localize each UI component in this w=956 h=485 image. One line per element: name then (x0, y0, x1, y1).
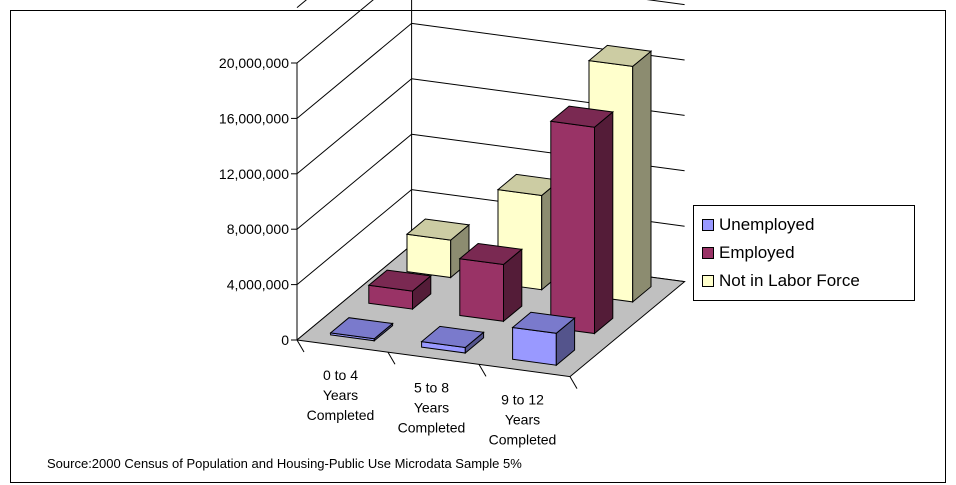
bar-side (594, 110, 614, 335)
bar-top (420, 325, 485, 349)
x-tick-mark (387, 351, 396, 365)
x-tick-label: 9 to 12 (501, 392, 544, 408)
x-tick-label: Years (505, 412, 540, 428)
x-tick-label: Years (323, 387, 358, 403)
grid-line (646, 0, 685, 6)
bar-top (458, 242, 523, 266)
y-tick-label: 4,000,000 (227, 277, 289, 293)
x-tick-mark (296, 339, 305, 353)
x-tick-mark (569, 376, 578, 389)
legend-item: Unemployed (702, 211, 914, 239)
x-tick-label: Completed (398, 419, 466, 435)
bar-front (459, 258, 504, 322)
bar-front (512, 326, 557, 366)
grid-line-side (296, 78, 412, 175)
bar-top (587, 44, 653, 67)
bar-top (367, 269, 432, 292)
x-tick-label: 5 to 8 (414, 379, 449, 395)
y-tick-label: 8,000,000 (227, 221, 289, 237)
bar-top (549, 105, 614, 128)
bar-front (406, 233, 452, 279)
legend-label: Employed (719, 243, 795, 262)
legend-label: Unemployed (719, 215, 815, 234)
bar-side (632, 50, 652, 303)
legend-item: Not in Labor Force (702, 267, 914, 295)
y-tick-label: 16,000,000 (219, 110, 289, 126)
x-tick-label: Years (414, 399, 449, 415)
chart-legend: Unemployed Employed Not in Labor Force (693, 205, 915, 301)
grid-line-side (296, 0, 307, 8)
y-tick-label: 0 (281, 332, 289, 348)
bar-top (405, 218, 471, 241)
grid-line-side (296, 0, 374, 64)
bar-top (329, 317, 394, 340)
x-tick-label: 0 to 4 (323, 367, 358, 383)
x-tick-label: Completed (489, 432, 557, 448)
legend-item: Employed (702, 239, 914, 267)
x-tick-label: Completed (307, 407, 375, 423)
bar-top (511, 311, 576, 334)
legend-swatch (702, 219, 714, 231)
bar-front (550, 120, 595, 335)
legend-swatch (702, 275, 714, 287)
legend-label: Not in Labor Force (719, 271, 860, 290)
y-tick-label: 12,000,000 (219, 166, 289, 182)
legend-swatch (702, 247, 714, 259)
source-note: Source:2000 Census of Population and Hou… (47, 456, 522, 471)
grid-line-side (296, 133, 412, 230)
x-tick-mark (478, 364, 487, 377)
grid-line-side (296, 189, 412, 285)
y-tick-label: 20,000,000 (219, 55, 289, 71)
grid-line-side (296, 23, 412, 119)
